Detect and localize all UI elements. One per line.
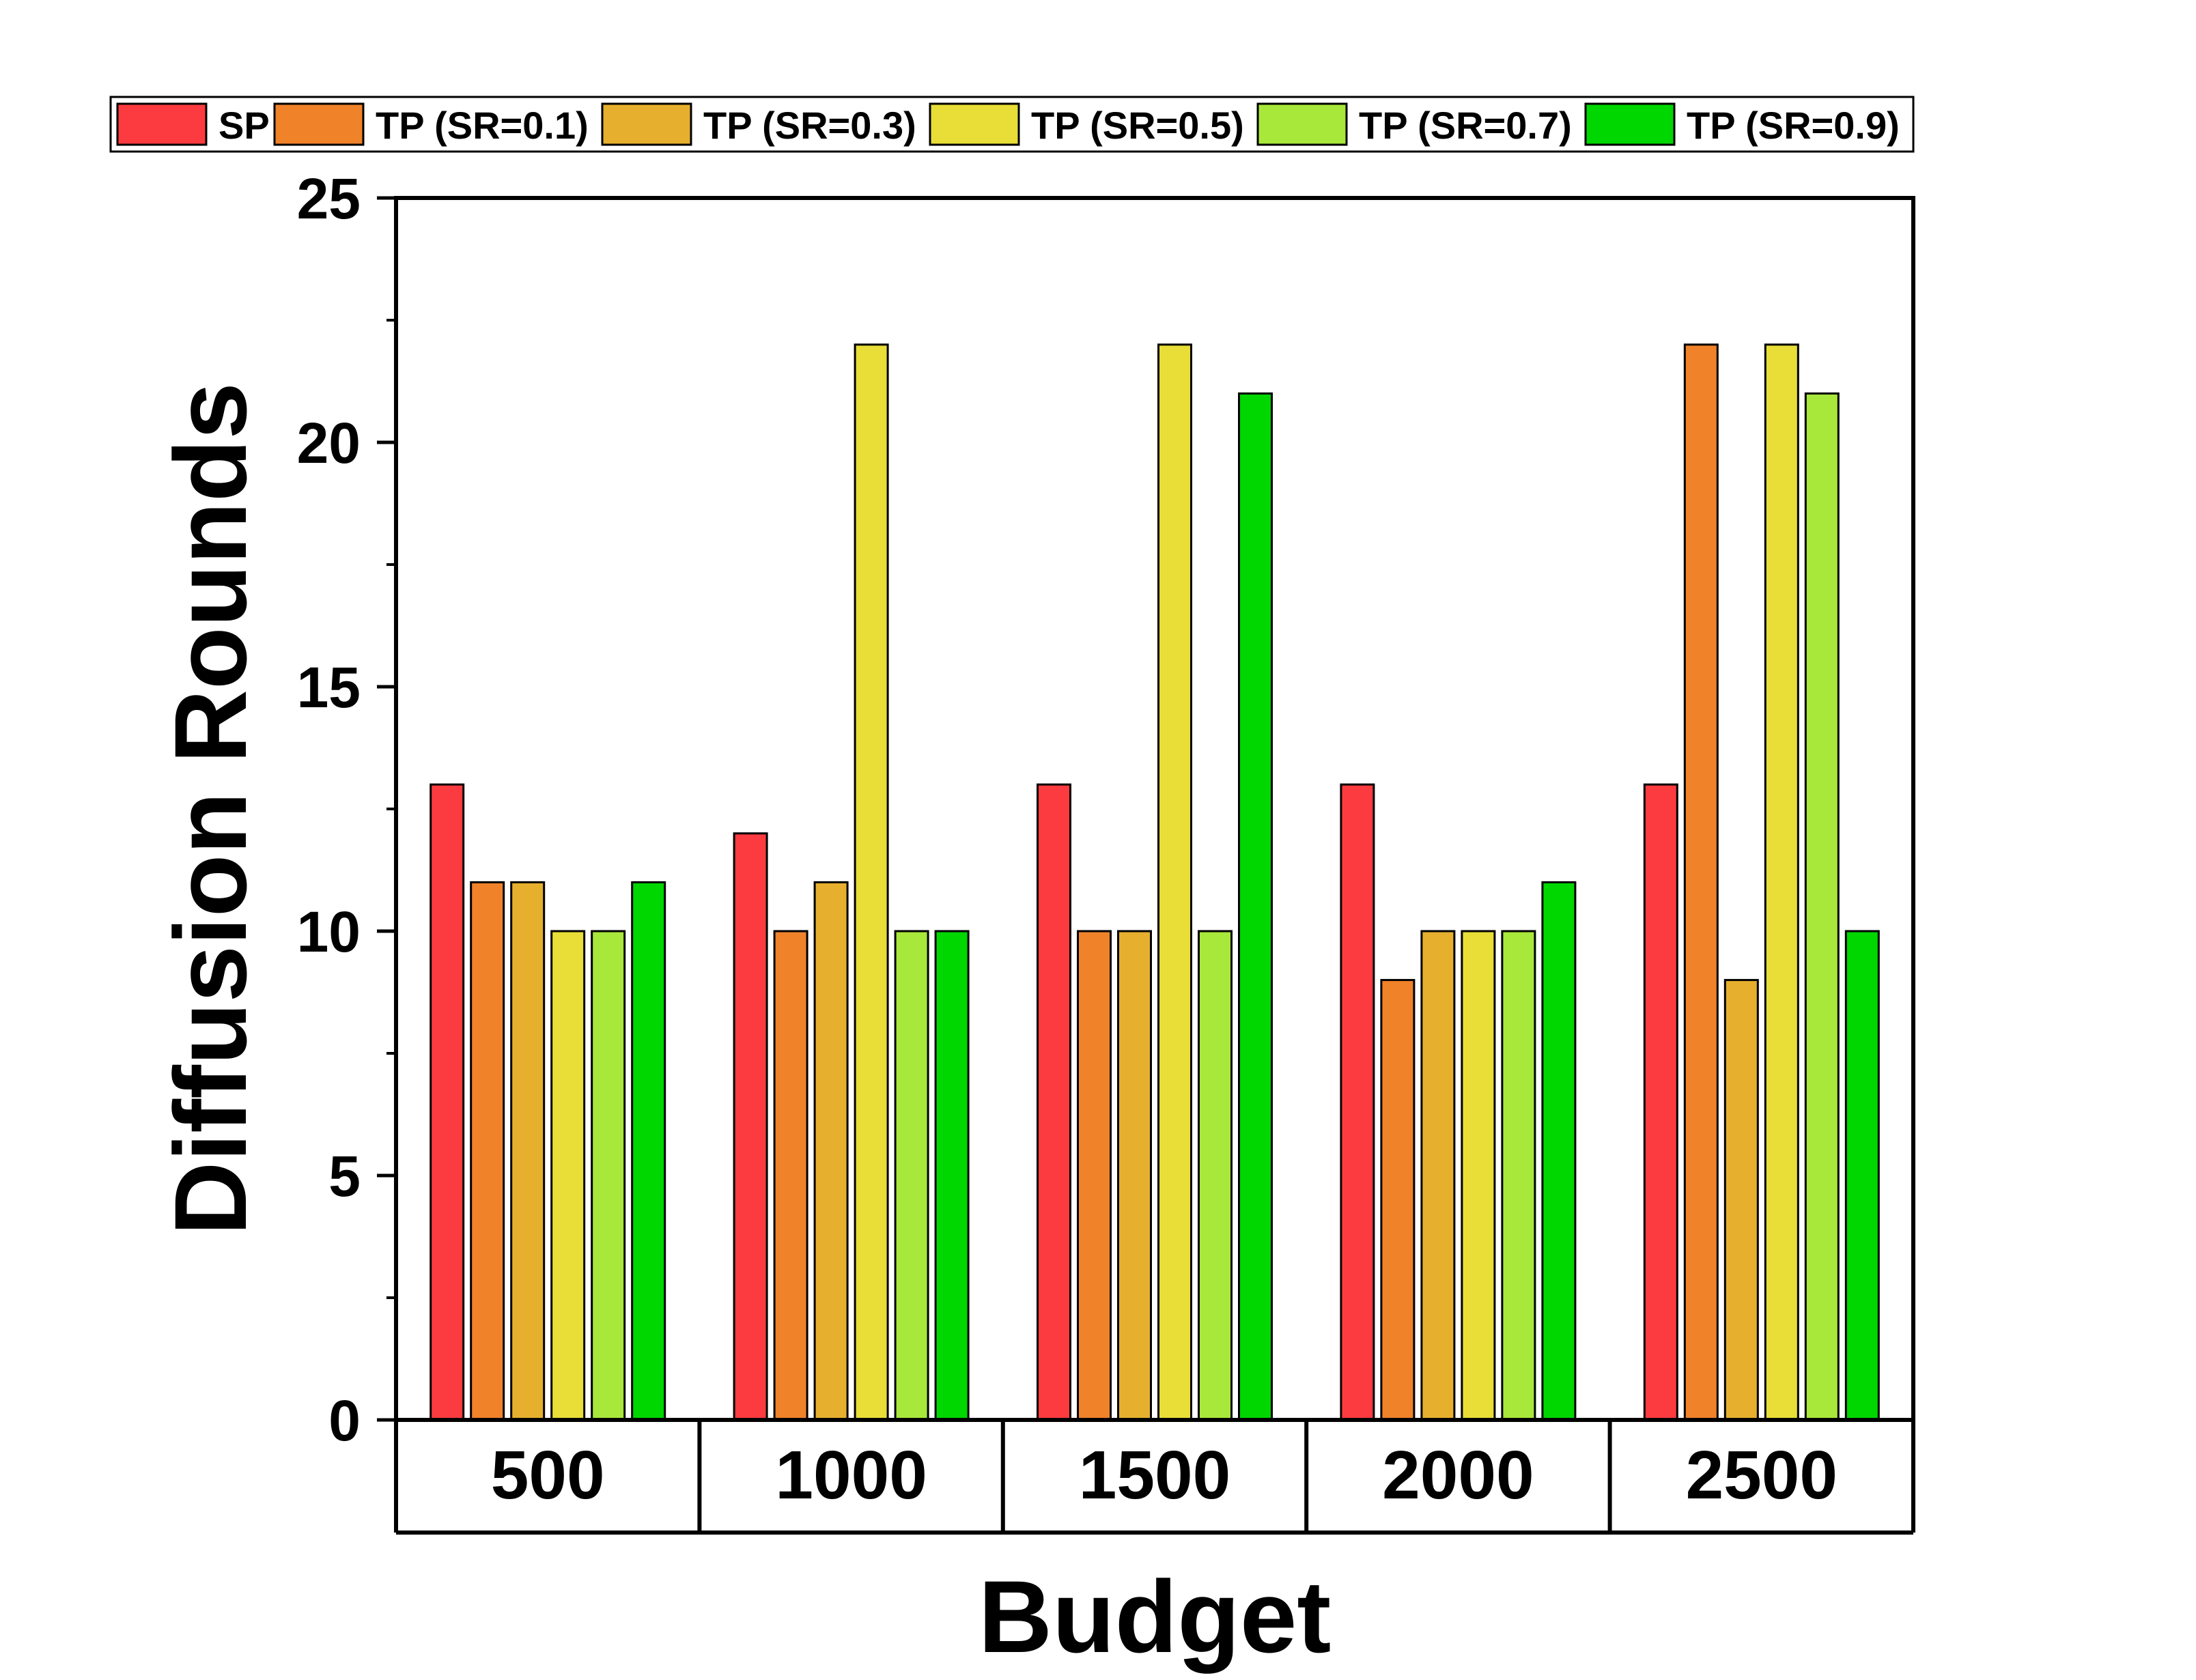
bar — [773, 930, 808, 1421]
bar — [550, 930, 586, 1421]
y-axis-title: Diffusion Rounds — [153, 382, 268, 1236]
bar — [1238, 392, 1273, 1421]
plot-frame — [394, 196, 1915, 1422]
bar — [1380, 979, 1416, 1421]
bar — [1340, 783, 1375, 1421]
bar — [1764, 343, 1799, 1421]
bar — [591, 930, 626, 1421]
y-tick-label: 0 — [328, 1389, 361, 1453]
bar — [1461, 930, 1496, 1421]
bar — [1198, 930, 1233, 1421]
bar — [733, 832, 768, 1421]
bar — [813, 881, 849, 1421]
legend-label: TP (SR=0.9) — [1687, 104, 1900, 147]
bar — [1541, 881, 1577, 1421]
y-tick-label: 15 — [297, 655, 361, 720]
bar — [1683, 343, 1719, 1421]
legend-label: TP (SR=0.1) — [376, 104, 589, 147]
bar — [430, 783, 465, 1421]
legend-swatch — [601, 102, 692, 146]
y-tick-label: 10 — [297, 900, 361, 964]
bar — [894, 930, 929, 1421]
x-category-table: 500 1000 1500 2000 2500 — [394, 1420, 1915, 1535]
bar — [1804, 392, 1840, 1421]
y-tick-label: 5 — [328, 1144, 361, 1208]
legend-label: TP (SR=0.7) — [1359, 104, 1572, 147]
legend-label: TP (SR=0.3) — [703, 104, 916, 147]
bar — [854, 343, 889, 1421]
y-axis: 0 5 10 15 20 25 — [297, 167, 396, 1453]
y-tick-label: 25 — [297, 167, 361, 231]
x-category-label: 2500 — [1686, 1437, 1838, 1513]
bar — [1420, 930, 1456, 1421]
bar — [934, 930, 970, 1421]
legend-swatch — [273, 102, 365, 146]
x-axis-title: Budget — [979, 1559, 1332, 1674]
bar — [1844, 930, 1880, 1421]
legend-label: TP (SR=0.5) — [1031, 104, 1244, 147]
bar — [1117, 930, 1152, 1421]
legend: SP TP (SR=0.1) TP (SR=0.3) TP (SR=0.5) TP (S… — [109, 96, 1915, 153]
legend-swatch — [116, 102, 208, 146]
bar — [1643, 783, 1678, 1421]
bar — [470, 881, 505, 1421]
bar — [1157, 343, 1192, 1421]
x-category-label: 1500 — [1079, 1437, 1230, 1513]
legend-swatch — [1256, 102, 1348, 146]
bar — [1037, 783, 1071, 1421]
bar — [1723, 979, 1759, 1421]
x-category-label: 500 — [491, 1437, 605, 1513]
legend-label: SP — [219, 104, 270, 147]
x-category-label: 2000 — [1382, 1437, 1534, 1513]
bars-group — [430, 343, 1880, 1421]
bar — [631, 881, 666, 1421]
x-category-label: 1000 — [775, 1437, 927, 1513]
y-tick-label: 20 — [297, 411, 361, 475]
bar — [510, 881, 546, 1421]
bar — [1501, 930, 1536, 1421]
legend-swatch — [929, 102, 1020, 146]
legend-swatch — [1584, 102, 1676, 146]
bar — [1077, 930, 1112, 1421]
